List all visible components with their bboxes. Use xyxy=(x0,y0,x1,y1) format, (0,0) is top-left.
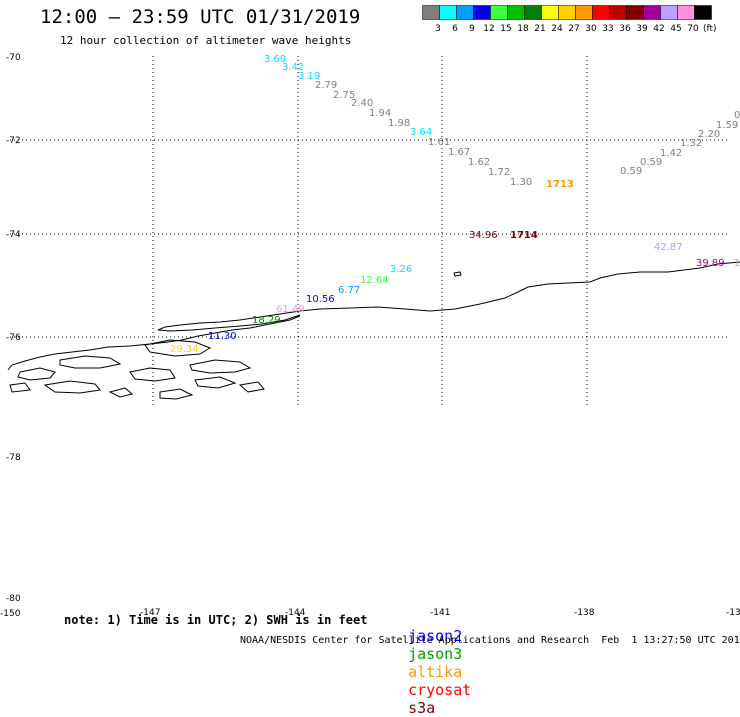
wave-height-label: 3.26 xyxy=(390,264,412,275)
wave-height-label: 1.72 xyxy=(488,167,510,178)
credit-text: NOAA/NESDIS Center for Satellite Applica… xyxy=(240,635,590,646)
legend-swatch xyxy=(694,5,712,20)
lon-label: -141 xyxy=(430,608,450,618)
legend-label: 39 xyxy=(636,24,648,34)
legend-label: 36 xyxy=(619,24,631,34)
satellite-s3a: s3a xyxy=(408,699,436,717)
legend-label: 27 xyxy=(568,24,579,34)
island xyxy=(108,387,134,398)
legend-label: 30 xyxy=(585,24,597,34)
wave-height-label: 18.29 xyxy=(252,315,281,326)
legend-label: 42 xyxy=(653,24,664,34)
island xyxy=(17,367,56,381)
island xyxy=(59,355,122,369)
legend-unit: (ft) xyxy=(703,24,717,34)
island xyxy=(453,271,462,277)
wave-height-label: 39.89 xyxy=(696,258,725,269)
wave-height-label: 2.79 xyxy=(315,80,337,91)
legend-label: 33 xyxy=(602,24,613,34)
island xyxy=(238,381,265,393)
wave-height-label: 1.30 xyxy=(510,177,532,188)
footer-note: note: 1) Time is in UTC; 2) SWH is in fe… xyxy=(64,613,368,627)
wave-height-label: 1.61 xyxy=(428,137,450,148)
wave-height-label: 1.32 xyxy=(680,138,702,149)
legend-label: 3 xyxy=(435,24,441,34)
island xyxy=(194,376,237,389)
wave-height-label: 3.19 xyxy=(298,71,320,82)
wave-height-label: 42.87 xyxy=(654,242,683,253)
satellite-jason3: jason3 xyxy=(408,645,463,663)
lat-label: -70 xyxy=(6,53,21,63)
lon-label: -147 xyxy=(140,608,160,618)
wave-height-label: 11.30 xyxy=(208,331,237,342)
legend-label: 21 xyxy=(534,24,545,34)
legend-label: 6 xyxy=(452,24,458,34)
generation-timestamp: Feb 1 13:27:50 UTC 2019 xyxy=(601,635,740,646)
legend-label: 24 xyxy=(551,24,563,34)
island xyxy=(189,359,252,374)
wave-height-label: 2.40 xyxy=(351,98,373,109)
wave-height-label: 10.56 xyxy=(306,294,335,305)
lat-label: -72 xyxy=(6,136,21,146)
wave-height-observations: 3.693.423.192.792.752.401.941.983.641.61… xyxy=(170,54,740,355)
legend-label: 18 xyxy=(517,24,529,34)
wave-height-label: 3.69 xyxy=(264,54,286,65)
lon-label: -138 xyxy=(574,608,595,618)
wave-height-label: 1.42 xyxy=(660,148,682,159)
map-title: 12:00 — 23:59 UTC 01/31/2019 xyxy=(40,6,361,28)
island xyxy=(9,382,31,393)
lat-label: -74 xyxy=(6,230,21,240)
island xyxy=(129,367,176,382)
wave-height-label: 1.94 xyxy=(369,108,391,119)
coastline xyxy=(7,261,740,400)
wave-height-label: 3.42 xyxy=(282,62,304,73)
legend-label: 12 xyxy=(483,24,494,34)
wave-height-label: 2.75 xyxy=(333,90,355,101)
island xyxy=(43,380,101,394)
wave-height-label: 1714 xyxy=(510,230,538,241)
island xyxy=(144,339,212,357)
wave-height-label: 34.96 xyxy=(469,230,498,241)
legend-label: 45 xyxy=(670,24,681,34)
map-subtitle: 12 hour collection of altimeter wave hei… xyxy=(60,34,352,47)
satellite-legend: jason2 jason3 altika cryosat s3a xyxy=(390,609,471,717)
graticule xyxy=(10,56,730,405)
satellite-cryosat: cryosat xyxy=(408,681,472,699)
wave-height-label: 1713 xyxy=(546,179,574,190)
wave-height-label: 3.64 xyxy=(410,127,432,138)
lon-label: -150 xyxy=(0,609,21,619)
legend-label: 9 xyxy=(469,24,475,34)
wave-height-label: 0 xyxy=(734,110,740,121)
wave-height-label: 1.59 xyxy=(716,120,738,131)
wave-height-label: 2.20 xyxy=(698,129,720,140)
altimeter-map: -70 -72 -74 -76 -78 -80 -150 -147 -144 -… xyxy=(0,53,740,619)
satellite-jason2: jason2 xyxy=(408,627,463,645)
wave-height-label: 1 xyxy=(734,258,740,269)
wave-height-label: 0.59 xyxy=(620,166,642,177)
legend-label: 15 xyxy=(500,24,511,34)
coastline-main xyxy=(157,261,740,332)
satellite-altika: altika xyxy=(408,663,463,681)
island xyxy=(159,388,194,400)
wave-height-label: 61.49 xyxy=(276,304,305,315)
wave-height-label: 1.67 xyxy=(448,147,470,158)
legend-label: 70 xyxy=(687,24,699,34)
wave-height-label: 0.59 xyxy=(640,157,662,168)
wave-height-label: 12.64 xyxy=(360,275,389,286)
color-scale-legend: 3 6 9 12 15 18 21 24 27 30 33 36 39 42 45 70 (ft) xyxy=(422,5,717,34)
wave-height-label: 29.34 xyxy=(170,344,199,355)
wave-height-label: 6.77 xyxy=(338,285,360,296)
lon-label: -144 xyxy=(285,608,306,618)
lat-label: -78 xyxy=(6,453,21,463)
wave-height-label: 1.62 xyxy=(468,157,490,168)
lon-label: -13 xyxy=(726,608,740,618)
lat-label: -80 xyxy=(6,594,21,604)
credit-line: NOAA/NESDIS Center for Satellite Applica… xyxy=(240,635,740,646)
wave-height-label: 1.98 xyxy=(388,118,410,129)
lat-label: -76 xyxy=(6,333,21,343)
